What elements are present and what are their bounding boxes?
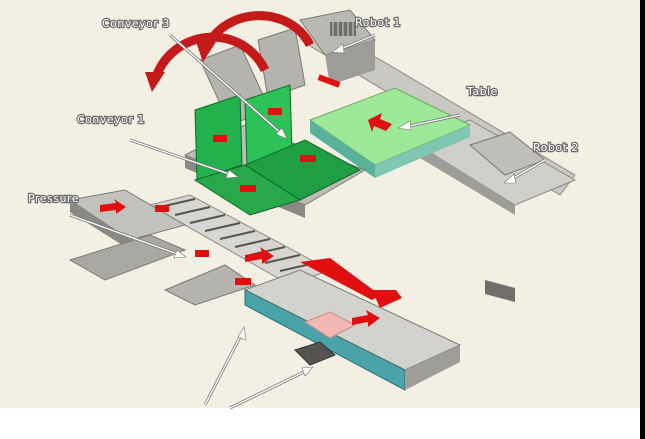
conveyor-1-drive [294, 341, 336, 366]
table-arrow [368, 113, 392, 132]
rollers [159, 198, 316, 272]
label-robot-1: Robot 1 [355, 16, 401, 29]
conveyor-3-arm-right [257, 27, 306, 99]
rotation-arrow-2-head [196, 42, 216, 62]
conveyor-1-arrow [352, 310, 380, 327]
rotation-arrow-1-head [145, 72, 165, 92]
callout-labels: Robot 1 Table Robot 2 Conveyor 3 Conveyo… [27, 15, 580, 206]
conveyor-3-marker-4 [240, 185, 256, 192]
conveyor-3-marker-2 [268, 108, 282, 115]
pressure-arrow-1 [100, 199, 126, 214]
label-conveyor-3: Conveyor 3 [102, 17, 170, 30]
rotation-arrow-2 [200, 11, 315, 53]
transfer-arrow [300, 258, 380, 300]
robot-2-vent [485, 279, 515, 302]
pressure-arm-2 [163, 264, 257, 306]
transfer-arrow-head [372, 290, 402, 308]
table-platform [308, 87, 472, 178]
conveyor-3-marker-3 [300, 155, 316, 162]
pressure-marker-3 [235, 278, 251, 285]
table-front [310, 120, 375, 178]
label-robot-2: Robot 2 [533, 141, 579, 154]
table-side [375, 125, 470, 178]
label-pressure: Pressure [28, 192, 79, 205]
roller-conveyor [148, 194, 402, 308]
pressure-marker-1 [155, 205, 169, 212]
rotation-arrow-1 [150, 32, 270, 82]
conveyor-1-belt [243, 269, 462, 391]
conveyor-1-end [405, 345, 460, 390]
robot-1-vent [330, 22, 356, 36]
callout-leaders [69, 33, 546, 410]
pressure-marker-2 [195, 250, 209, 257]
label-conveyor-1: Conveyor 1 [77, 113, 145, 126]
conveyor-1-product [303, 311, 357, 339]
conveyor-3-marker-1 [213, 135, 227, 142]
robot-2-base-front [410, 140, 515, 215]
robot-1-red-marker [317, 74, 341, 88]
black-right-margin [640, 0, 645, 439]
conveyor-3-assembly [145, 11, 367, 218]
pressure-arrow-2 [245, 247, 274, 264]
label-table: Table [466, 85, 498, 98]
